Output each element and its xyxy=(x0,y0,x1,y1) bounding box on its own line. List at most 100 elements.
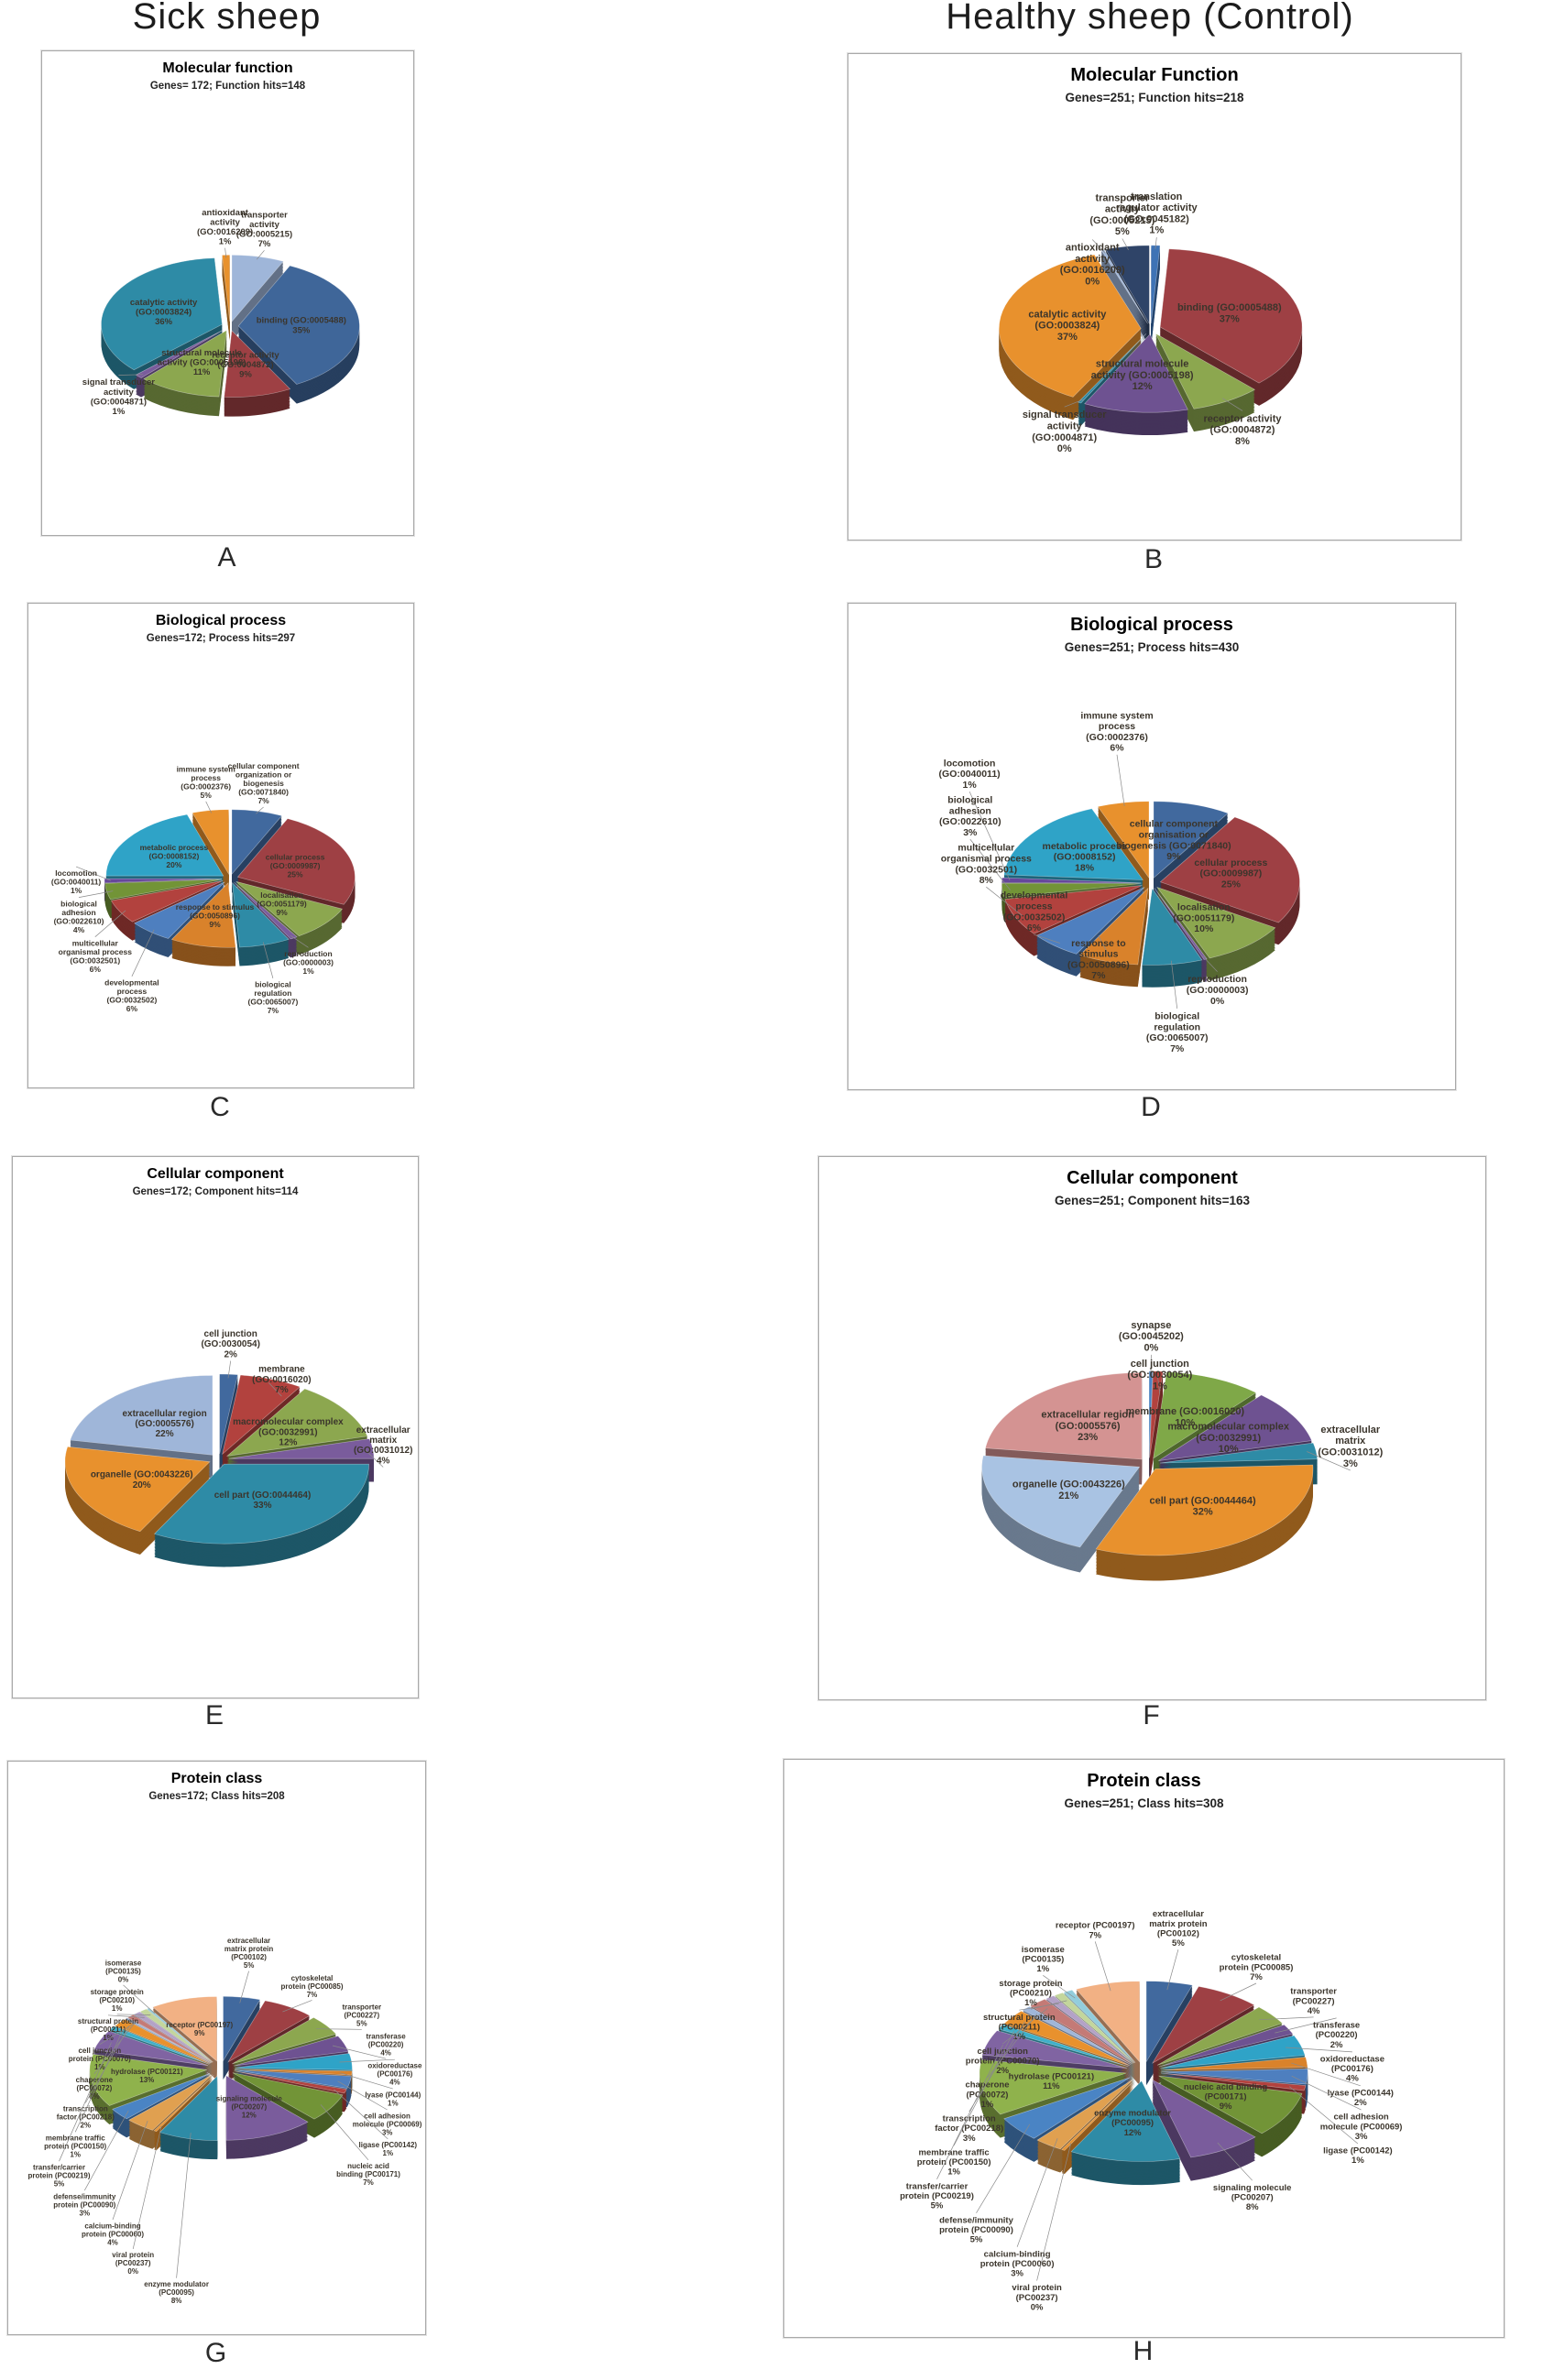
slice-label: cellular process (GO:0009987) 25% xyxy=(266,852,325,879)
pie-slice xyxy=(1105,245,1150,325)
chart-subtitle: Genes=251; Class hits=308 xyxy=(1064,1796,1224,1810)
label-leader-line xyxy=(176,2133,192,2278)
panel-cellular-component-healthy: Cellular component Genes=251; Component … xyxy=(817,1155,1487,1701)
pie-slice xyxy=(1063,1989,1136,2063)
pie-slice xyxy=(1076,1981,1140,2063)
slice-label: storage protein (PC00210) 1% xyxy=(999,1979,1062,2008)
pie-slice xyxy=(1029,1998,1133,2065)
slice-label: nucleic acid binding (PC00171) 7% xyxy=(336,2162,400,2187)
pie-slice xyxy=(1145,1981,1193,2063)
pie-slice-side xyxy=(1100,264,1148,339)
pie-slice xyxy=(979,2059,1127,2115)
chart-subtitle: Genes=251; Component hits=163 xyxy=(1054,1194,1251,1207)
pie-slice xyxy=(89,2054,208,2106)
pie-slice xyxy=(232,881,290,948)
label-leader-line xyxy=(1202,955,1218,972)
label-leader-line xyxy=(99,2020,139,2045)
label-leader-line xyxy=(78,890,114,898)
slice-label: biological adhesion (GO:0022610) 3% xyxy=(939,795,1001,838)
slice-label: transferase (PC00220) 4% xyxy=(367,2033,407,2058)
pie-slice-side xyxy=(234,2072,347,2096)
label-leader-line xyxy=(1275,2017,1337,2034)
label-leader-line xyxy=(1034,933,1060,944)
slice-label: oxidoreductase (PC00176) 4% xyxy=(1320,2055,1384,2084)
label-leader-line xyxy=(118,374,144,376)
pie-slice xyxy=(1022,2005,1132,2065)
label-leader-line xyxy=(1220,1982,1257,2002)
label-leader-line xyxy=(256,806,264,814)
slice-label: extracellular region (GO:0005576) 23% xyxy=(1041,1410,1134,1444)
label-leader-line xyxy=(1122,238,1129,250)
slice-label: biological adhesion (GO:0022610) 4% xyxy=(54,899,104,934)
slice-label: extracellular matrix protein (PC00102) 5% xyxy=(224,1937,273,1970)
label-leader-line xyxy=(1155,237,1157,249)
slice-label: localisation (GO:0051179) 10% xyxy=(1173,902,1234,935)
pie-slice xyxy=(104,879,223,901)
pie-slice xyxy=(225,1388,368,1457)
slice-label: transferase (PC00220) 2% xyxy=(1313,2021,1360,2050)
slice-label: enzyme modulator (PC00095) 8% xyxy=(144,2280,209,2305)
pie-slice-side xyxy=(1160,2074,1306,2092)
pie-slice xyxy=(1003,2077,1131,2139)
label-leader-line xyxy=(332,2045,387,2059)
slice-label: multicellular organismal process (GO:00325… xyxy=(59,938,133,974)
slice-label: reproduction (GO:0000003) 1% xyxy=(283,949,334,976)
chart-title: Biological process xyxy=(1070,615,1233,635)
pie-slice xyxy=(1054,1992,1135,2064)
pie-slice xyxy=(223,1995,261,2062)
slice-label: extracellular region (GO:0005576) 22% xyxy=(122,1409,206,1439)
label-leader-line xyxy=(1116,754,1125,806)
label-leader-line xyxy=(123,1984,156,2014)
slice-label: membrane (GO:0016020) 7% xyxy=(252,1365,311,1395)
pie-slice xyxy=(125,2017,212,2064)
pie-slice xyxy=(1078,333,1147,404)
chart-title: Molecular Function xyxy=(1070,65,1239,85)
pie-slice-side xyxy=(1100,259,1148,334)
slice-label: antioxidant activity (GO:0016209) 0% xyxy=(1060,243,1125,288)
slice-label: reproduction (GO:0000003) 0% xyxy=(1187,974,1249,1007)
slice-label: membrane (GO:0016020) 10% xyxy=(1125,1406,1244,1428)
slice-label: localisation (GO:0051179) 9% xyxy=(257,890,307,917)
slice-label: transporter (PC00227) 5% xyxy=(342,2003,381,2028)
pie-slice xyxy=(143,330,227,398)
slice-label: transcription factor (PC00218) 3% xyxy=(935,2114,1003,2144)
chart-subtitle: Genes= 172; Function hits=148 xyxy=(149,81,306,92)
label-leader-line xyxy=(74,2031,123,2133)
chart-title: Protein class xyxy=(1087,1771,1201,1791)
panel-letter-h: H xyxy=(1133,2336,1154,2366)
slice-label: locomotion (GO:0040011) 1% xyxy=(51,868,102,895)
pie-slice xyxy=(1155,333,1256,409)
label-leader-line xyxy=(1291,2075,1362,2111)
label-leader-line xyxy=(1286,2047,1352,2053)
pie-slice-side xyxy=(235,2070,352,2090)
label-leader-line xyxy=(320,2104,369,2161)
pie-slice-side xyxy=(1100,263,1148,338)
slice-label: immune system process (GO:0002376) 5% xyxy=(177,765,236,801)
label-leader-line xyxy=(94,910,126,937)
column-header-sick: Sick sheep xyxy=(132,0,322,37)
label-leader-line xyxy=(987,2013,1038,2079)
pie-slice-side xyxy=(1100,254,1148,329)
pie-slice xyxy=(1070,2080,1181,2162)
pie-slice-side xyxy=(1100,257,1148,332)
pie-slice xyxy=(1160,2035,1306,2069)
label-leader-line xyxy=(59,2042,112,2162)
slice-label: hydrolase (PC00121) 11% xyxy=(1009,2071,1094,2091)
panel-letter-a: A xyxy=(217,542,236,573)
slice-label: developmental process (GO:0032502) 6% xyxy=(104,978,159,1014)
slice-label: cell junction (GO:0030054) 1% xyxy=(1127,1359,1192,1392)
slice-label: cell adhesion molecule (PC00069) 3% xyxy=(1320,2113,1403,2142)
label-leader-line xyxy=(1091,239,1106,254)
slice-label: metabolic process (GO:0008152) 18% xyxy=(1042,841,1126,874)
panel-letter-d: D xyxy=(1141,1092,1161,1122)
pie-slice xyxy=(134,881,225,939)
slice-label: organelle (GO:0043226) 21% xyxy=(1012,1479,1125,1501)
chart-title: Protein class xyxy=(170,1771,263,1786)
pie-slice xyxy=(231,255,284,322)
pie-slice xyxy=(1156,2006,1284,2066)
pie-slice-side xyxy=(1100,253,1148,328)
pie-slice xyxy=(93,2030,208,2066)
pie-chart: macromolecular complex (GO:0032991) 12% cel… xyxy=(64,1329,412,1567)
label-leader-line xyxy=(268,1382,282,1397)
slice-label: membrane traffic protein (PC00150) 1% xyxy=(44,2134,106,2159)
